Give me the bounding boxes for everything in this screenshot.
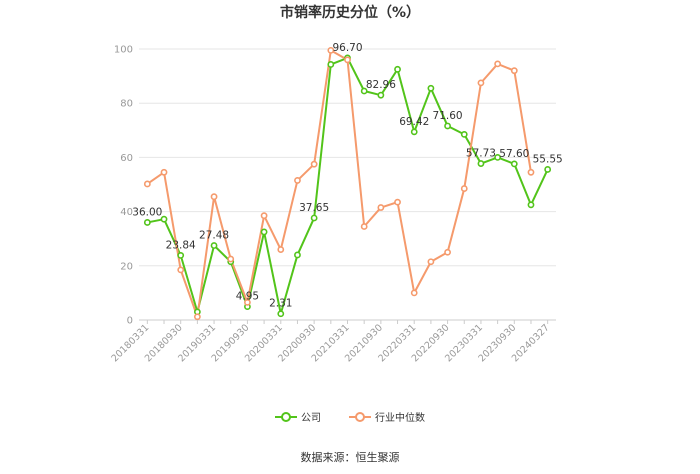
series-point-0 — [394, 65, 401, 73]
series-point-0 — [477, 160, 485, 167]
series-point-1 — [477, 79, 485, 87]
legend-label-company: 公司 — [301, 413, 321, 424]
series-point-1 — [344, 56, 351, 64]
series-point-1 — [310, 160, 318, 168]
data-label: 37.65 — [299, 202, 329, 214]
series-point-0 — [260, 228, 268, 236]
data-source: 数据来源：恒生聚源 — [300, 451, 400, 464]
series-point-0 — [327, 61, 335, 68]
y-tick-label: 80 — [120, 99, 133, 110]
series-point-1 — [527, 168, 535, 176]
axes: 0204060801002018033120180930201903312019… — [109, 45, 556, 364]
data-label: 69.42 — [399, 116, 429, 128]
series-point-0 — [377, 91, 385, 99]
legend-swatch-company — [275, 411, 297, 422]
series-point-1 — [160, 168, 168, 176]
series-point-0 — [360, 87, 368, 95]
series-point-0 — [143, 219, 151, 226]
series-point-1 — [227, 255, 235, 263]
series-point-0 — [410, 128, 418, 136]
chart-title: 市销率历史分位（%） — [279, 5, 421, 21]
data-label: 27.48 — [199, 230, 229, 242]
series-point-1 — [427, 258, 435, 266]
series-point-0 — [460, 130, 468, 138]
series-point-1 — [143, 180, 151, 188]
series-point-1 — [444, 248, 451, 256]
data-label: 23.84 — [166, 239, 196, 251]
data-label: 36.00 — [132, 206, 162, 218]
series-point-1 — [410, 289, 418, 297]
series-line-1 — [146, 49, 532, 318]
series-point-1 — [510, 67, 518, 75]
series-point-1 — [210, 193, 218, 201]
series-point-1 — [244, 298, 251, 306]
series-lines — [146, 49, 549, 318]
series-point-1 — [260, 212, 268, 220]
data-label: 55.55 — [533, 153, 563, 165]
series-point-1 — [327, 46, 335, 54]
series-point-0 — [277, 310, 285, 318]
series-line-0 — [147, 56, 549, 315]
y-tick-label: 100 — [114, 45, 133, 56]
data-label: 96.70 — [332, 42, 362, 54]
legend-label-industry: 行业中位数 — [375, 413, 425, 424]
legend-item-company[interactable]: 公司 — [275, 409, 321, 424]
legend-swatch-industry — [349, 411, 371, 422]
y-tick-label: 0 — [127, 316, 133, 327]
series-point-1 — [377, 204, 385, 211]
data-label: 57.60 — [499, 148, 529, 160]
series-point-1 — [177, 266, 185, 274]
series-point-0 — [527, 201, 535, 209]
legend: 公司 行业中位数 — [0, 409, 700, 424]
series-point-1 — [294, 177, 301, 184]
data-label: 57.73 — [466, 148, 496, 160]
y-tick-label: 20 — [120, 261, 133, 272]
series-point-0 — [510, 160, 518, 168]
series-point-0 — [160, 215, 168, 223]
legend-item-industry[interactable]: 行业中位数 — [349, 409, 425, 424]
series-point-0 — [310, 214, 318, 222]
series-point-0 — [494, 153, 502, 161]
data-label: 4.95 — [236, 291, 259, 303]
series-point-1 — [193, 313, 201, 321]
series-point-0 — [177, 251, 185, 259]
series-point-0 — [544, 166, 552, 173]
series-point-1 — [360, 223, 368, 230]
data-label: 82.96 — [366, 79, 396, 91]
series-point-1 — [394, 198, 401, 206]
series-point-0 — [294, 251, 301, 259]
series-point-0 — [427, 84, 435, 92]
series-point-1 — [494, 60, 502, 68]
series-points — [143, 46, 552, 321]
series-point-1 — [277, 246, 285, 253]
series-point-1 — [460, 185, 468, 192]
y-tick-label: 60 — [120, 153, 133, 164]
y-tick-label: 40 — [120, 207, 133, 218]
series-point-0 — [444, 122, 451, 130]
series-point-0 — [210, 242, 218, 249]
grid-lines — [139, 48, 556, 267]
data-label: 2.31 — [269, 298, 292, 310]
data-label: 71.60 — [433, 110, 463, 122]
